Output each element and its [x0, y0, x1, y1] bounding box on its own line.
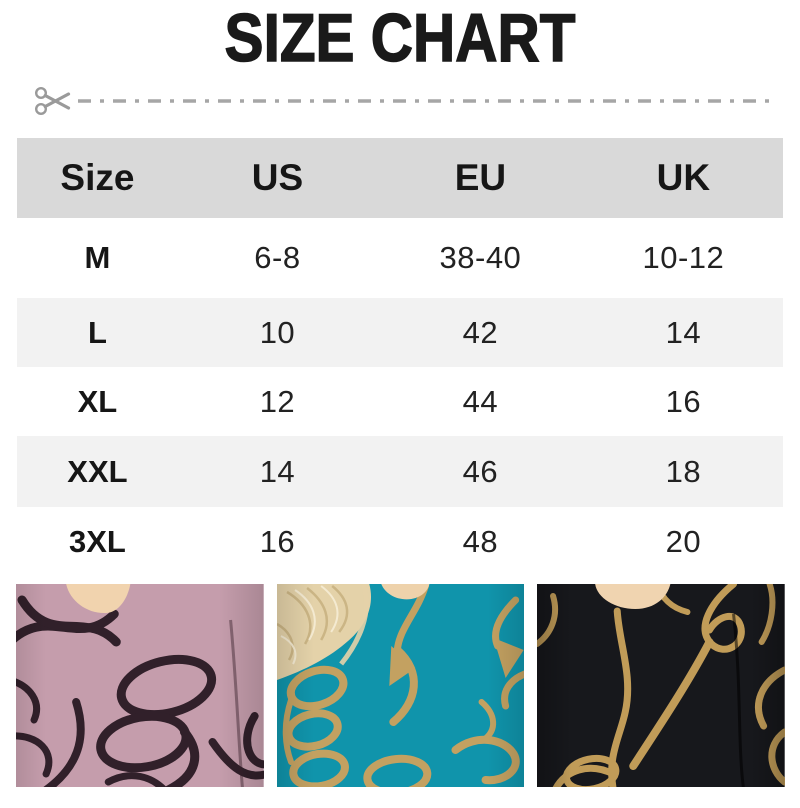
size-cell: L	[87, 314, 107, 350]
header-cell-us: US	[251, 157, 304, 198]
uk-cell: 14	[665, 314, 702, 350]
product-photo-black-variant	[537, 584, 786, 787]
header: SIZE CHART	[0, 0, 800, 76]
black-dress-image	[537, 584, 786, 787]
uk-cell: 16	[665, 383, 702, 419]
us-cell: 10	[259, 314, 296, 350]
size-cell: XL	[77, 383, 118, 419]
table-row-m: M 6-8 38-40 10-12	[17, 218, 783, 298]
table-row-xxl: XXL 14 46 18	[17, 436, 783, 507]
table-row-l: L 10 42 14	[17, 298, 783, 367]
pink-dress-image	[16, 584, 264, 787]
table-header-row: Size US EU UK	[17, 138, 783, 218]
dashed-cut-rule	[78, 99, 772, 103]
eu-cell: 46	[462, 453, 499, 489]
product-photo-strip	[16, 584, 786, 787]
us-cell: 14	[259, 453, 296, 489]
cut-line	[34, 82, 772, 120]
product-photo-teal-variant	[276, 584, 525, 787]
header-cell-uk: UK	[656, 157, 711, 198]
scissors-icon	[34, 86, 71, 116]
teal-dress-image	[276, 584, 525, 787]
uk-cell: 10-12	[642, 240, 725, 275]
size-cell: 3XL	[69, 523, 126, 559]
uk-cell: 20	[665, 523, 702, 559]
header-cell-eu: EU	[454, 157, 507, 198]
table-row-xl: XL 12 44 16	[17, 367, 783, 436]
us-cell: 12	[259, 383, 296, 419]
product-photo-pink-variant	[16, 584, 264, 787]
eu-cell: 42	[462, 314, 499, 350]
table-row-3xl: 3XL 16 48 20	[17, 507, 783, 576]
size-chart-table: Size US EU UK M 6-8 38-40 10-12 L 10 42 …	[17, 138, 783, 576]
page-title: SIZE CHART	[224, 0, 576, 76]
eu-cell: 44	[462, 383, 499, 419]
header-cell-size: Size	[60, 157, 135, 198]
uk-cell: 18	[665, 453, 702, 489]
eu-cell: 38-40	[439, 240, 522, 275]
size-cell: XXL	[67, 453, 128, 489]
us-cell: 6-8	[254, 240, 301, 275]
eu-cell: 48	[462, 523, 499, 559]
us-cell: 16	[259, 523, 296, 559]
size-cell: M	[84, 240, 111, 275]
